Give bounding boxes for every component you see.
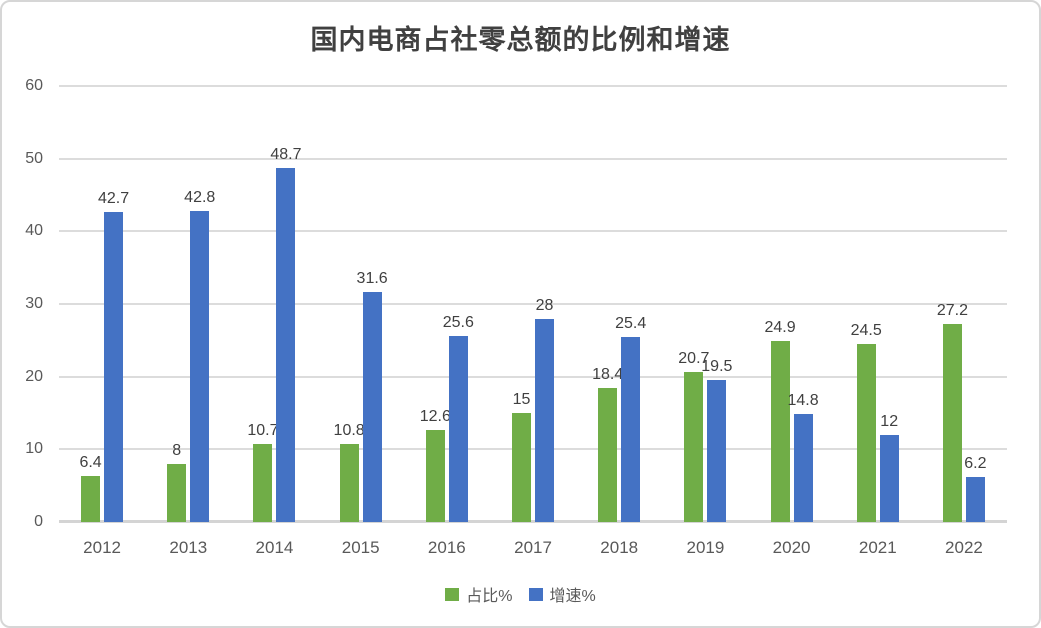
x-tick-label-2021: 2021: [858, 538, 897, 557]
bar-growth-2014: 48.7: [270, 147, 302, 522]
legend-label-share: 占比%: [466, 588, 513, 605]
y-tick-label-60: 60: [25, 77, 43, 94]
bar-share-2020: 24.9: [764, 320, 796, 522]
x-axis: 2012 2013 2014 2015 2016 2017 2018 2019 2020 2021…: [59, 538, 1007, 558]
data-label-growth-2021: 12: [880, 412, 899, 430]
bar-share-2013: 8: [167, 442, 187, 522]
legend-swatch-share-icon: [445, 587, 460, 601]
bar-growth-2016: 25.6: [443, 314, 474, 522]
x-tick-label-2013: 2013: [169, 538, 208, 557]
bar-group-2016: 12.6 25.6: [404, 86, 490, 522]
y-tick-label-0: 0: [34, 513, 43, 530]
bar-group-2022: 27.2 6.2: [921, 86, 1007, 522]
legend-label-growth: 增速%: [549, 588, 596, 605]
y-tick-label-20: 20: [25, 367, 43, 385]
bar-group-2013: 8 42.8: [145, 86, 231, 522]
data-label-share-2020: 24.9: [764, 319, 796, 337]
gridline-60: [59, 85, 1007, 87]
y-tick-label-50: 50: [25, 149, 43, 167]
bar-share-2015: 10.8: [334, 422, 365, 522]
gridline-40: [59, 230, 1007, 233]
bar-share-2019: 20.7: [678, 350, 709, 522]
x-tick-label-2020: 2020: [772, 538, 811, 557]
data-label-growth-2022: 6.2: [964, 454, 987, 472]
bar-group-2020: 24.9 14.8: [748, 86, 834, 522]
legend: 占比% 增速%: [2, 582, 1039, 606]
data-label-growth-2012: 42.7: [98, 189, 130, 207]
x-tick-label-2018: 2018: [600, 538, 639, 557]
y-tick-label-10: 10: [25, 440, 43, 458]
data-label-growth-2020: 14.8: [787, 392, 819, 410]
data-label-growth-2013: 42.8: [184, 189, 216, 206]
x-tick-label-2015: 2015: [341, 538, 380, 557]
x-tick-label-2016: 2016: [427, 538, 466, 557]
x-tick-label-2014: 2014: [255, 538, 294, 557]
bar-share-2021: 24.5: [851, 322, 882, 522]
data-label-growth-2017: 28: [535, 296, 554, 314]
gridline-50: [59, 157, 1007, 160]
data-label-share-2017: 15: [512, 391, 531, 408]
bar-share-2016: 12.6: [420, 409, 451, 522]
data-label-growth-2018: 25.4: [615, 315, 647, 333]
bar-share-2017: 15: [511, 392, 531, 522]
bar-group-2021: 24.5 12: [835, 86, 921, 522]
bar-group-2018: 18.4 25.4: [576, 86, 662, 522]
x-tick-label-2022: 2022: [945, 538, 983, 557]
data-label-share-2018: 18.4: [592, 366, 624, 384]
legend-item-growth: 增速%: [528, 582, 596, 606]
x-axis-line: [59, 520, 1007, 523]
y-axis: 0 10 20 30 40 50 60: [2, 78, 49, 530]
data-label-share-2014: 10.7: [247, 422, 279, 440]
gridline-20: [59, 375, 1007, 378]
bar-group-2017: 15 28: [490, 86, 576, 522]
bar-group-2014: 10.7 48.7: [231, 86, 317, 522]
data-label-growth-2019: 19.5: [701, 358, 733, 376]
x-tick-label-2012: 2012: [83, 538, 121, 557]
bar-growth-2019: 19.5: [701, 359, 732, 522]
plot-area: 6.4 42.7 8 42.8 10.7 48.7 10.8 31.6 12.6 25.6 15 28…: [59, 85, 1007, 523]
bar-share-2014: 10.7: [247, 423, 279, 522]
gridline-10: [59, 448, 1007, 451]
bar-growth-2018: 25.4: [615, 316, 646, 522]
y-tick-label-40: 40: [25, 222, 43, 240]
data-label-share-2021: 24.5: [850, 321, 882, 339]
x-tick-label-2019: 2019: [686, 538, 725, 557]
data-label-growth-2016: 25.6: [442, 313, 474, 331]
bar-growth-2020: 14.8: [787, 393, 819, 522]
data-label-share-2022: 27.2: [936, 302, 968, 320]
bar-share-2022: 27.2: [937, 303, 968, 522]
chart-title: 国内电商占社零总额的比例和增速: [310, 25, 731, 56]
data-label-share-2013: 8: [172, 441, 182, 459]
x-tick-label-2017: 2017: [514, 538, 552, 557]
bar-group-2019: 20.7 19.5: [662, 86, 748, 522]
bar-growth-2015: 31.6: [357, 271, 388, 522]
bar-growth-2012: 42.7: [98, 190, 129, 522]
data-label-growth-2014: 48.7: [270, 146, 302, 164]
y-tick-label-30: 30: [25, 295, 43, 312]
legend-swatch-growth-icon: [528, 587, 543, 601]
bar-growth-2022: 6.2: [964, 455, 987, 522]
data-label-share-2015: 10.8: [333, 421, 365, 439]
gridline-30: [59, 303, 1007, 305]
bar-growth-2021: 12: [879, 413, 899, 522]
data-label-share-2019: 20.7: [678, 349, 710, 367]
bar-growth-2017: 28: [534, 297, 554, 522]
legend-item-share: 占比%: [445, 582, 513, 606]
bar-growth-2013: 42.8: [184, 190, 215, 522]
data-label-share-2016: 12.6: [419, 408, 451, 426]
data-label-growth-2015: 31.6: [356, 270, 388, 288]
bar-group-2012: 6.4 42.7: [59, 86, 145, 522]
bar-group-2015: 10.8 31.6: [318, 86, 404, 522]
data-label-share-2012: 6.4: [79, 453, 102, 471]
bar-share-2012: 6.4: [79, 454, 102, 522]
bar-share-2018: 18.4: [592, 367, 623, 522]
